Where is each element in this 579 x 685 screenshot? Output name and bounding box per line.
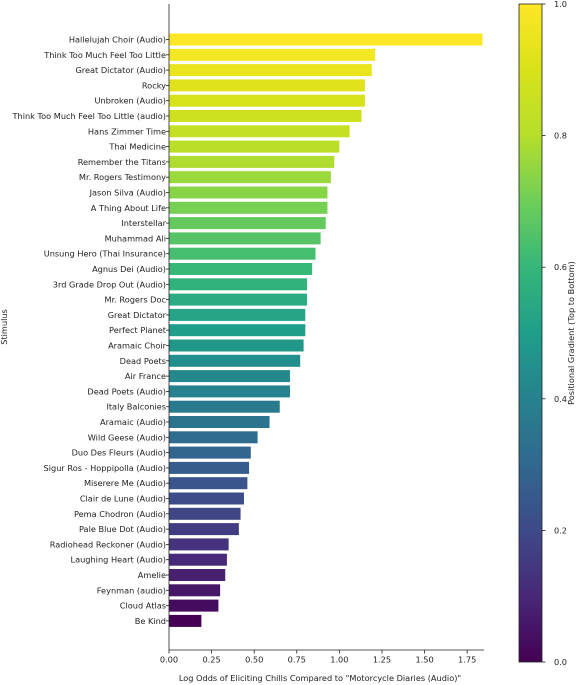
plot-area: Hallelujah Choir (Audio) Think Too Much F… [12, 4, 484, 665]
bar [169, 64, 372, 77]
y-tick-label: Thai Medicine [108, 142, 166, 152]
bar [169, 400, 280, 413]
y-tick-label: Mr. Rogers Testimony [79, 172, 166, 182]
bar [169, 370, 290, 383]
x-axis-label: Log Odds of Eliciting Chills Compared to… [179, 673, 461, 683]
x-tick-label: 0.75 [288, 655, 306, 665]
y-tick-label: Duo Des Fleurs (Audio) [72, 448, 166, 458]
colorbar-tick-label: 0.0 [554, 657, 567, 667]
y-tick-label: Aramaic Choir [108, 341, 167, 351]
bar [169, 523, 239, 536]
x-tick-label: 0.25 [202, 655, 220, 665]
bar [169, 354, 301, 367]
x-tick-label: 0.50 [245, 655, 263, 665]
bar [169, 217, 326, 230]
y-tick-label: Aramaic (Audio) [100, 417, 166, 427]
y-tick-label: Cloud Atlas [120, 601, 166, 611]
y-tick-label: Italy Balconies [106, 402, 166, 412]
bar [169, 171, 331, 184]
bar [169, 201, 328, 214]
bar [169, 125, 350, 138]
y-tick-label: Perfect Planet [109, 325, 167, 335]
bar [169, 461, 250, 474]
bar [169, 416, 270, 428]
y-tick-label: Feynman (audio) [97, 585, 166, 595]
x-tick-label: 1.25 [373, 655, 391, 665]
colorbar-tick-label: 0.2 [554, 525, 567, 535]
x-tick-label: 1.75 [458, 655, 476, 665]
colorbar-tick-label: 0.6 [554, 262, 567, 272]
x-tick-label: 1.00 [330, 655, 348, 665]
bar [169, 507, 241, 520]
y-tick-label: Sigur Ros - Hoppipolla (Audio) [44, 463, 166, 473]
bar [169, 79, 365, 92]
bar [169, 477, 248, 490]
bar [169, 569, 226, 581]
y-tick-label: Radiohead Reckoner (Audio) [50, 539, 166, 549]
colorbar: 0.0 0.2 0.4 0.6 0.8 1.0 [518, 0, 567, 667]
x-tick-label: 1.50 [415, 655, 433, 665]
bar [169, 48, 376, 61]
x-tick-label: 0.00 [160, 655, 178, 665]
bar [169, 110, 362, 122]
bar [169, 155, 335, 168]
y-tick-label: Amelie [138, 570, 166, 580]
colorbar-label: Positional Gradient (Top to Bottom) [566, 261, 576, 405]
y-tick-label: Miserere Me (Audio) [84, 478, 166, 488]
colorbar-tick-label: 1.0 [554, 0, 567, 9]
y-tick-label: Rocky [142, 80, 166, 90]
y-tick-label: Great Dictator [108, 310, 167, 320]
y-tick-label: Pema Chodron (Audio) [74, 509, 166, 519]
bar [169, 431, 258, 444]
y-tick-label: Muhammad Ali [105, 233, 166, 243]
y-tick-label: Clair de Lune (Audio) [80, 494, 166, 504]
y-tick-label: Remember the Titans [78, 157, 166, 167]
colorbar-gradient [518, 3, 543, 663]
y-tick-label: Be Kind [135, 616, 166, 626]
y-tick-label: Think Too Much Feel Too Little (audio) [12, 111, 166, 121]
bar [169, 614, 202, 627]
bar [169, 324, 306, 337]
bar [169, 94, 365, 107]
bar [169, 446, 251, 459]
y-axis-label: Stimulus [0, 309, 9, 345]
y-tick-label: Air France [125, 371, 166, 381]
y-tick-label: Agnus Dei (Audio) [92, 264, 166, 274]
bar [169, 308, 306, 321]
y-tick-label: Dead Poets (Audio) [87, 386, 166, 396]
bar [169, 293, 308, 306]
bar [169, 339, 304, 352]
y-tick-label: Mr. Rogers Doc [105, 295, 167, 305]
y-tick-label: Laughing Heart (Audio) [71, 555, 166, 565]
bar [169, 33, 483, 46]
bar [169, 599, 219, 612]
bar [169, 492, 244, 505]
bar [169, 278, 308, 291]
y-tick-label: Unbroken (Audio) [94, 96, 166, 106]
bar [169, 247, 316, 260]
y-tick-label: Pale Blue Dot (Audio) [79, 524, 166, 534]
y-tick-label: Unsung Hero (Thai Insurance) [44, 249, 166, 259]
bar [169, 385, 290, 398]
colorbar-tick-label: 0.4 [554, 394, 567, 404]
bar [169, 140, 340, 153]
y-tick-label: Hallelujah Choir (Audio) [69, 35, 166, 45]
y-tick-label: Dead Poets [120, 356, 166, 366]
y-tick-label: Interstellar [121, 218, 166, 228]
bar [169, 553, 227, 566]
bar [169, 538, 229, 551]
bar [169, 263, 313, 275]
y-tick-label: 3rd Grade Drop Out (Audio) [53, 279, 166, 289]
y-tick-label: Wild Geese (Audio) [88, 432, 166, 442]
bar [169, 232, 321, 245]
bar [169, 186, 328, 199]
y-tick-label: A Thing About Life [91, 203, 166, 213]
y-tick-label: Think Too Much Feel Too Little [43, 50, 166, 60]
y-tick-label: Great Dictator (Audio) [75, 65, 166, 75]
bar [169, 584, 221, 597]
colorbar-tick-label: 0.8 [554, 131, 567, 141]
y-tick-label: Hans Zimmer Time [88, 126, 166, 136]
y-tick-label: Jason Silva (Audio) [89, 188, 166, 198]
